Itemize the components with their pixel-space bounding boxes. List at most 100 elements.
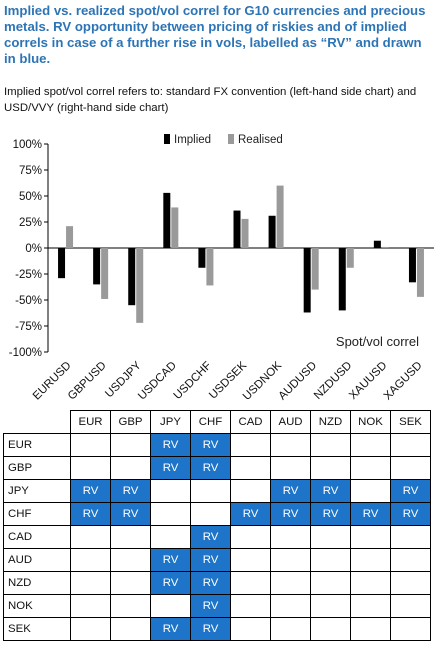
- empty-cell: [230, 456, 271, 480]
- matrix-row: NZD RV RV: [3, 571, 431, 595]
- empty-cell: [70, 617, 111, 641]
- matrix-row-header: SEK: [3, 617, 71, 641]
- rv-cell: RV: [270, 479, 311, 503]
- empty-cell: [310, 594, 351, 618]
- empty-cell: [110, 617, 151, 641]
- rv-cell: RV: [350, 502, 391, 526]
- empty-cell: [350, 594, 391, 618]
- bar-implied-usdjpy: [128, 248, 136, 306]
- matrix-row-header: CHF: [3, 502, 71, 526]
- empty-cell: [390, 594, 431, 618]
- bar-realised-audusd: [311, 248, 319, 290]
- matrix-corner: [3, 410, 71, 434]
- matrix-row: SEK RV RV: [3, 617, 431, 641]
- matrix-row-header: GBP: [3, 456, 71, 480]
- bar-realised-usdcad: [171, 207, 179, 248]
- matrix-row-header: AUD: [3, 548, 71, 572]
- matrix-column-header: SEK: [390, 410, 431, 434]
- empty-cell: [310, 433, 351, 457]
- empty-cell: [70, 525, 111, 549]
- rv-cell: RV: [110, 479, 151, 503]
- chart-annotation: Spot/vol correl: [336, 334, 419, 349]
- rv-cell: RV: [270, 502, 311, 526]
- rv-cell: RV: [110, 502, 151, 526]
- empty-cell: [390, 525, 431, 549]
- legend-swatch-implied: [164, 134, 170, 144]
- matrix-row: EUR RV RV: [3, 433, 431, 457]
- rv-cell: RV: [70, 479, 111, 503]
- rv-table: EUR GBP JPY CHF CAD AUD NZD NOK SEK EUR RV RV GBP RV R…: [3, 410, 431, 641]
- matrix-row-header: JPY: [3, 479, 71, 503]
- empty-cell: [150, 479, 191, 503]
- empty-cell: [230, 571, 271, 595]
- bar-implied-eurusd: [58, 248, 66, 279]
- y-tick-label: -25%: [15, 269, 42, 281]
- rv-cell: RV: [390, 479, 431, 503]
- bar-realised-usdchf: [206, 248, 214, 286]
- rv-cell: RV: [190, 617, 231, 641]
- bar-implied-xagusd: [408, 248, 416, 283]
- legend-swatch-realised: [228, 134, 234, 144]
- x-tick-label: GBPUSD: [66, 360, 109, 403]
- matrix-row: CAD RV: [3, 525, 431, 549]
- empty-cell: [350, 456, 391, 480]
- rv-cell: RV: [150, 571, 191, 595]
- bar-realised-usdnok: [276, 185, 284, 248]
- empty-cell: [310, 548, 351, 572]
- x-tick-label: USDCHF: [172, 360, 214, 402]
- matrix-column-header: AUD: [270, 410, 311, 434]
- rv-cell: RV: [150, 617, 191, 641]
- matrix-row-header: CAD: [3, 525, 71, 549]
- legend-label-realised: Realised: [238, 134, 283, 146]
- empty-cell: [310, 525, 351, 549]
- empty-cell: [110, 571, 151, 595]
- empty-cell: [350, 433, 391, 457]
- bar-implied-nzdusd: [338, 248, 346, 311]
- rv-cell: RV: [70, 502, 111, 526]
- empty-cell: [230, 594, 271, 618]
- empty-cell: [350, 525, 391, 549]
- empty-cell: [350, 617, 391, 641]
- bar-implied-usdchf: [198, 248, 206, 268]
- bar-implied-usdcad: [163, 192, 171, 248]
- matrix-column-header: JPY: [150, 410, 191, 434]
- bar-implied-usdsek: [233, 210, 241, 248]
- rv-cell: RV: [190, 456, 231, 480]
- matrix-row: CHF RV RV RV RV RV RV RV: [3, 502, 431, 526]
- rv-cell: RV: [190, 594, 231, 618]
- bar-implied-usdnok: [268, 215, 276, 248]
- matrix-column-header: CAD: [230, 410, 271, 434]
- matrix-row-header: NOK: [3, 594, 71, 618]
- empty-cell: [230, 479, 271, 503]
- empty-cell: [270, 433, 311, 457]
- empty-cell: [270, 456, 311, 480]
- x-tick-label: XAGUSD: [382, 360, 425, 403]
- y-tick-label: -75%: [15, 321, 42, 333]
- rv-cell: RV: [390, 502, 431, 526]
- x-tick-label: USDCAD: [136, 360, 179, 403]
- bar-realised-xagusd: [416, 248, 424, 297]
- matrix-row: AUD RV RV: [3, 548, 431, 572]
- y-tick-label: -100%: [9, 347, 42, 359]
- rv-cell: RV: [310, 479, 351, 503]
- rv-cell: RV: [150, 548, 191, 572]
- empty-cell: [70, 456, 111, 480]
- empty-cell: [150, 502, 191, 526]
- empty-cell: [70, 433, 111, 457]
- matrix-column-header: GBP: [110, 410, 151, 434]
- empty-cell: [230, 617, 271, 641]
- empty-cell: [390, 617, 431, 641]
- empty-cell: [270, 617, 311, 641]
- rv-cell: RV: [310, 502, 351, 526]
- y-tick-label: 25%: [19, 217, 42, 229]
- empty-cell: [310, 571, 351, 595]
- empty-cell: [310, 456, 351, 480]
- empty-cell: [110, 594, 151, 618]
- empty-cell: [270, 548, 311, 572]
- empty-cell: [350, 548, 391, 572]
- matrix-column-header: EUR: [70, 410, 111, 434]
- x-tick-label: AUDUSD: [276, 360, 319, 403]
- rv-cell: RV: [190, 548, 231, 572]
- empty-cell: [110, 548, 151, 572]
- bar-realised-gbpusd: [101, 248, 109, 299]
